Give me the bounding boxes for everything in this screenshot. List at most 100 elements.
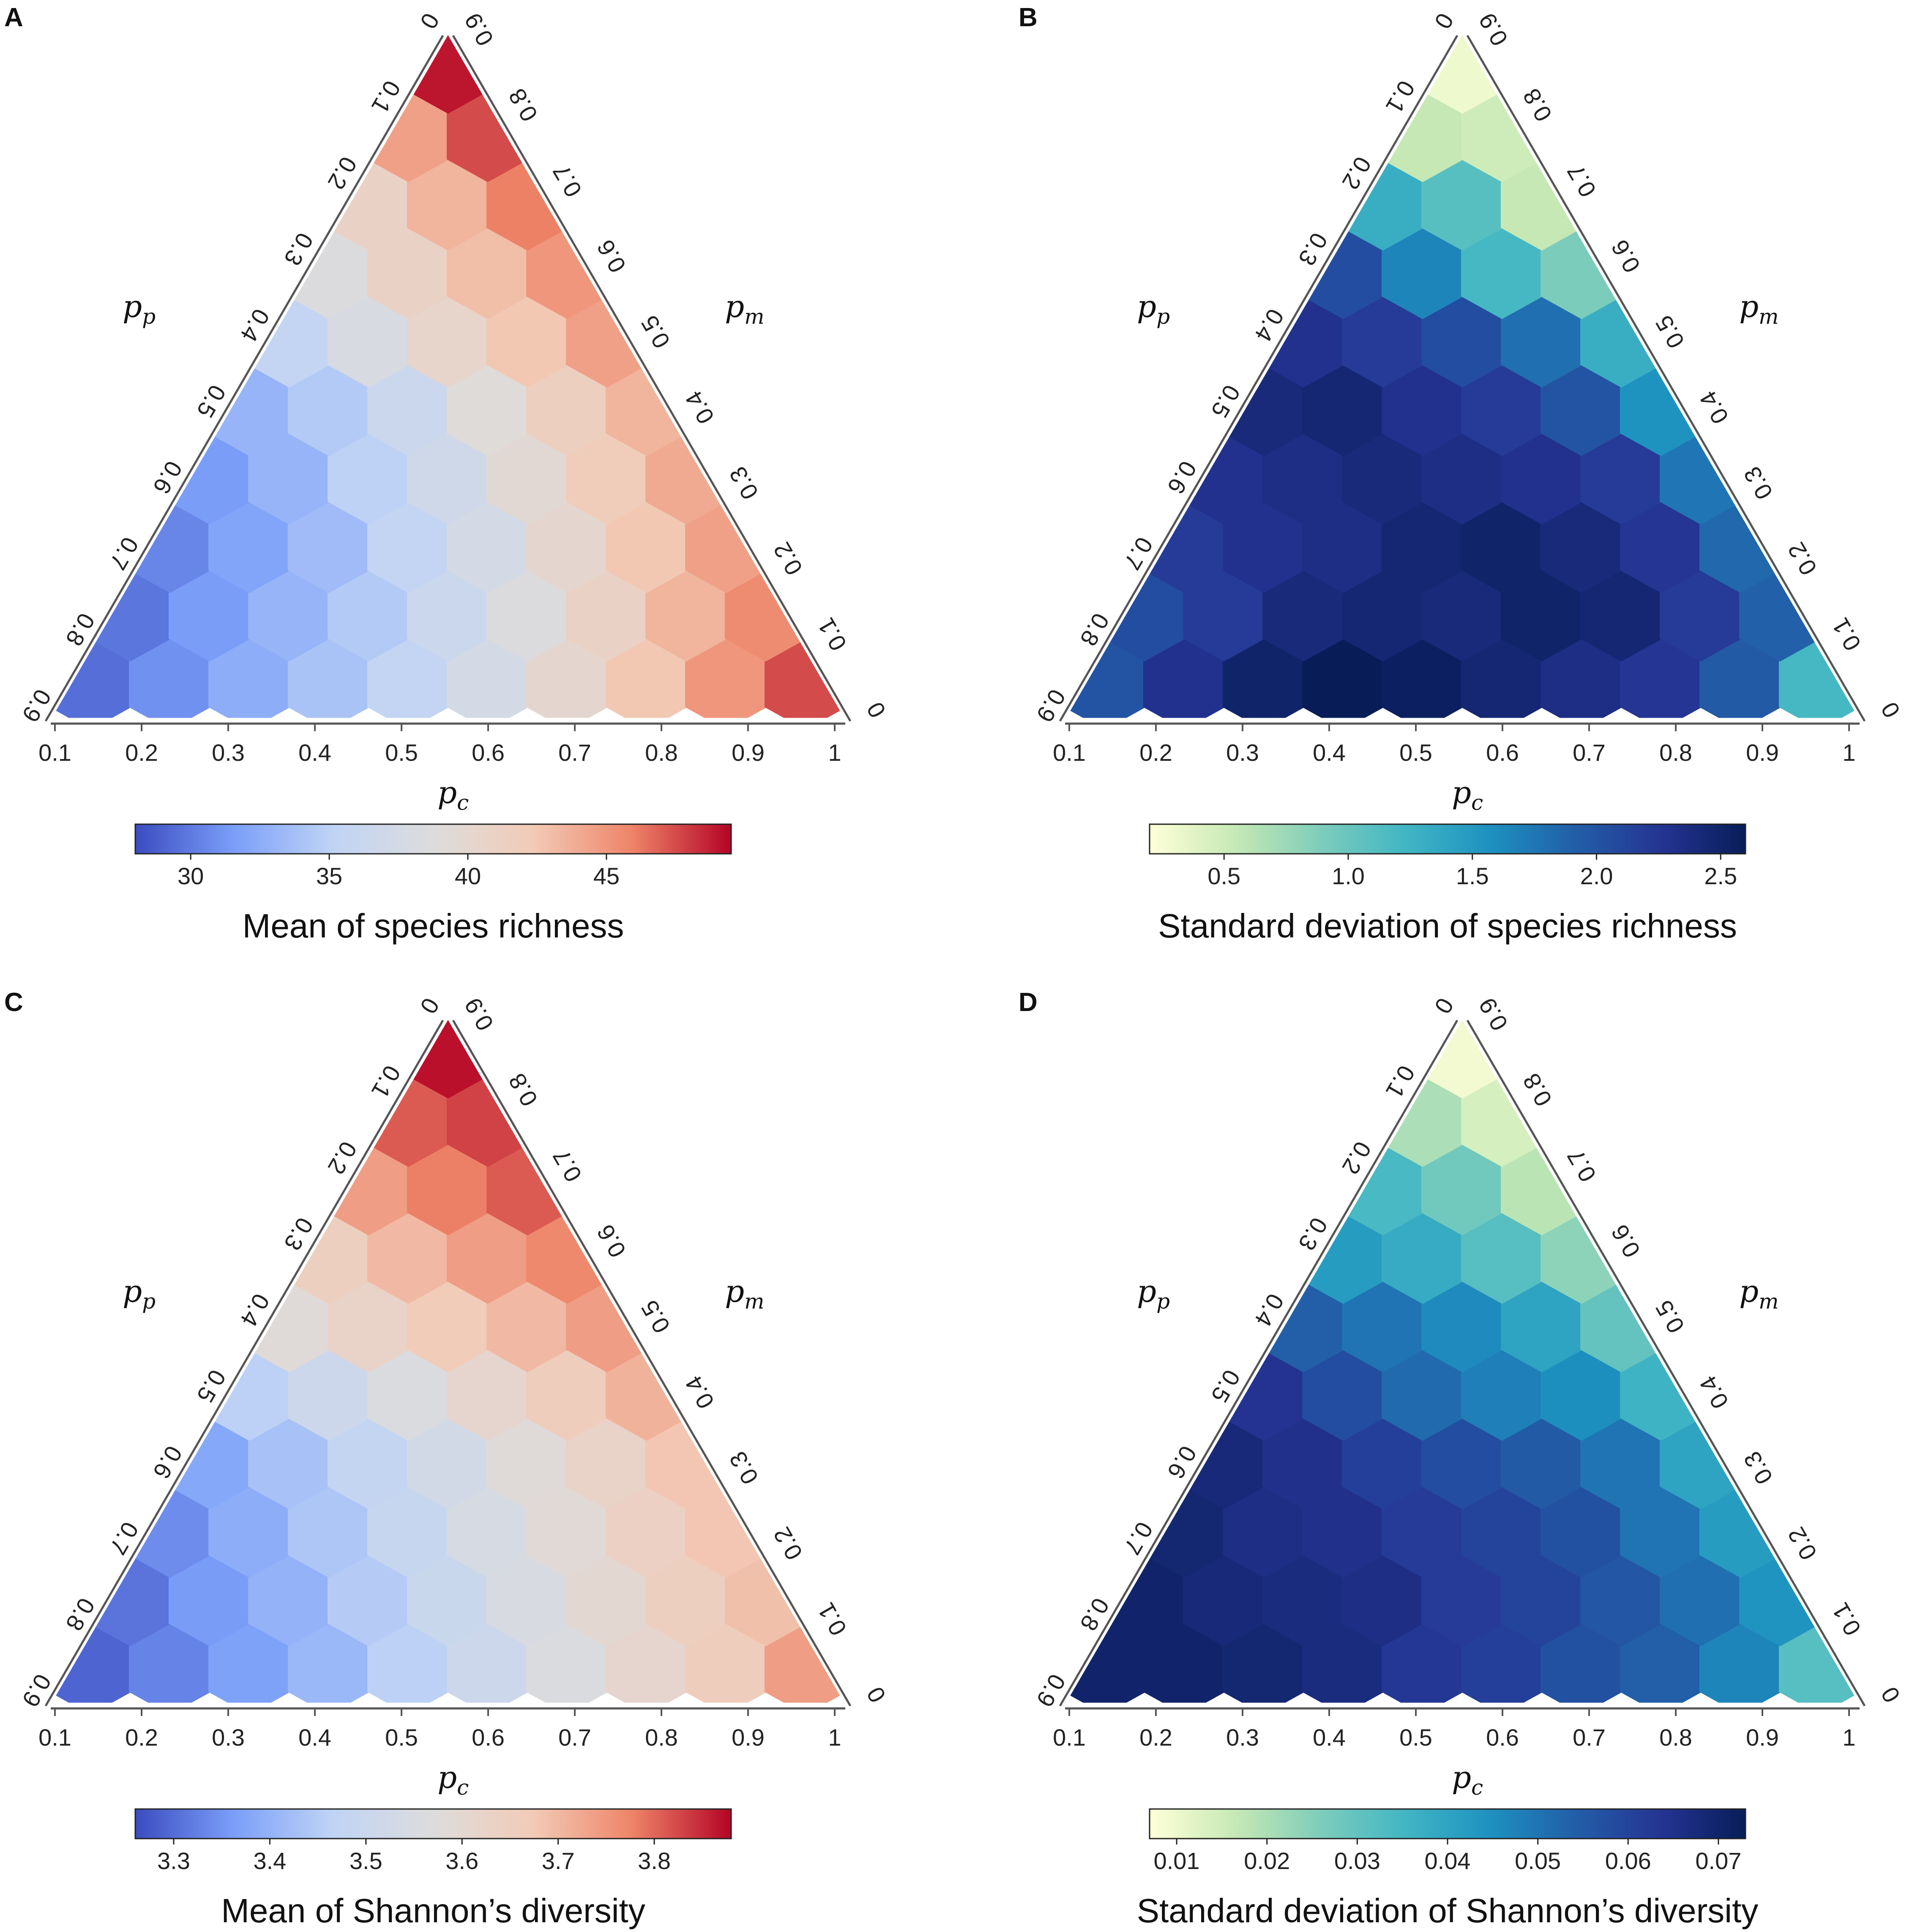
bottom-tick-label: 0.6 — [472, 739, 505, 766]
colorbar-tick-label: 35 — [316, 863, 342, 889]
chart-title: Standard deviation of Shannon’s diversit… — [1137, 1892, 1759, 1929]
bottom-tick-label: 0.7 — [558, 739, 591, 766]
chart-title: Mean of Shannon’s diversity — [221, 1892, 645, 1929]
panel-b: 0.1 0.2 0.3 0.4 0.5 0.6 0.7 0.8 0.9 10.90.80.70.6… — [1019, 3, 1905, 945]
colorbar-tick-label: 3.3 — [157, 1847, 190, 1874]
right-tick-label: 0.4 — [1694, 1372, 1734, 1413]
right-tick-label: 0.7 — [1562, 160, 1601, 202]
colorbar-tick-label: 0.03 — [1334, 1847, 1380, 1874]
colorbar-tick-label: 3.7 — [542, 1847, 575, 1874]
hex-cells — [1065, 1019, 1860, 1703]
right-tick-label: 0.8 — [503, 1069, 543, 1111]
right-tick-label: 0.5 — [636, 311, 675, 353]
left-tick-label: 0.2 — [1337, 152, 1376, 194]
left-tick-label: 0.9 — [17, 685, 56, 727]
left-axis-line — [1059, 35, 1459, 722]
left-tick-label: 0.2 — [322, 152, 362, 194]
left-axis-title-main: p — [1137, 289, 1156, 324]
bottom-tick-label: 0.9 — [732, 739, 765, 766]
right-tick-label: 0.3 — [724, 462, 763, 504]
panel-letter: A — [4, 3, 23, 32]
bottom-tick-label: 0.7 — [1573, 739, 1606, 766]
right-tick-label: 0.5 — [636, 1296, 675, 1338]
bottom-tick-label: 0.1 — [1053, 1724, 1086, 1751]
bottom-tick-label: 0.5 — [385, 1724, 418, 1751]
left-tick-label: 0.9 — [1031, 685, 1071, 727]
left-axis-title-main: p — [123, 1273, 142, 1309]
left-axis-title-main: p — [123, 289, 142, 324]
left-tick-label: 0.2 — [1337, 1137, 1376, 1179]
panel-letter: C — [4, 988, 23, 1017]
panel-letter: D — [1019, 988, 1038, 1017]
left-tick-label: 0.4 — [1250, 1289, 1289, 1331]
left-tick-label: 0 — [415, 9, 445, 33]
right-tick-label: 0 — [861, 1683, 891, 1707]
bottom-tick-label: 0.4 — [298, 1724, 331, 1751]
right-tick-label: 0.3 — [1738, 1447, 1778, 1489]
left-tick-label: 0.5 — [191, 1365, 231, 1407]
bottom-tick-label: 1 — [828, 1724, 841, 1751]
bottom-tick-label: 0.7 — [558, 1724, 591, 1751]
right-tick-label: 0.3 — [724, 1447, 763, 1489]
left-axis-title-sub: p — [142, 1289, 156, 1314]
bottom-axis-title-main: p — [1452, 1760, 1471, 1795]
right-axis-title-main: p — [1739, 289, 1759, 324]
right-tick-label: 0.9 — [1473, 993, 1513, 1035]
triangle-outline — [49, 33, 847, 719]
bottom-tick-label: 0.8 — [1659, 739, 1692, 766]
colorbar — [134, 1808, 732, 1839]
bottom-axis-title: pc — [1452, 1760, 1483, 1800]
colorbar-tick-label: 1.5 — [1456, 863, 1489, 889]
bottom-tick-label: 0.8 — [645, 739, 678, 766]
right-axis-title-main: p — [725, 289, 744, 324]
bottom-axis-title-sub: c — [1471, 1775, 1483, 1800]
colorbar-tick-label: 1.0 — [1332, 863, 1365, 889]
right-tick-label: 0.9 — [1473, 8, 1513, 50]
bottom-tick-label: 0.1 — [38, 1724, 71, 1751]
colorbar-tick-label: 0.07 — [1695, 1847, 1741, 1874]
bottom-tick-label: 0.6 — [1486, 739, 1519, 766]
bottom-axis-title-sub: c — [457, 790, 469, 815]
bottom-tick-label: 0.9 — [732, 1724, 765, 1751]
bottom-tick-label: 0.3 — [1226, 739, 1259, 766]
bottom-tick-label: 0.2 — [125, 739, 158, 766]
bottom-tick-label: 0.4 — [1313, 739, 1346, 766]
bottom-tick-label: 0.7 — [1573, 1724, 1606, 1751]
colorbar-tick-label: 3.6 — [445, 1847, 478, 1874]
right-tick-label: 0.6 — [592, 235, 631, 277]
right-tick-label: 0.8 — [503, 84, 543, 126]
right-tick-label: 0.1 — [1827, 1598, 1866, 1640]
left-axis-title: pp — [1137, 1273, 1170, 1314]
colorbar-tick-label: 0.01 — [1154, 1847, 1200, 1874]
chart-title: Mean of species richness — [243, 907, 624, 945]
right-axis-title-main: p — [725, 1273, 744, 1309]
colorbar-tick-label: 30 — [178, 863, 204, 889]
bottom-axis-title-sub: c — [457, 1775, 469, 1800]
bottom-tick-label: 0.3 — [1226, 1724, 1259, 1751]
left-axis-line — [44, 35, 444, 722]
bottom-axis-title-main: p — [1452, 775, 1471, 810]
left-tick-label: 0.5 — [191, 380, 231, 422]
colorbar-tick-label: 40 — [455, 863, 481, 889]
chart-title: Standard deviation of species richness — [1158, 907, 1737, 945]
colorbar-tick-label: 3.5 — [350, 1847, 382, 1874]
hex-cells — [51, 1019, 845, 1703]
left-tick-label: 0.9 — [1031, 1670, 1071, 1711]
bottom-axis-title: pc — [437, 1760, 469, 1800]
right-tick-label: 0.5 — [1650, 311, 1689, 353]
hex-cells — [1065, 34, 1860, 719]
left-tick-label: 0.4 — [235, 304, 275, 346]
triangle-outline — [49, 1017, 847, 1704]
left-axis-line — [1059, 1019, 1459, 1707]
colorbar-tick-label: 0.02 — [1244, 1847, 1290, 1874]
right-tick-label: 0.1 — [1827, 613, 1866, 655]
right-axis-title: pm — [725, 1273, 765, 1314]
colorbar-tick-label: 3.8 — [638, 1847, 671, 1874]
colorbar — [1149, 1808, 1746, 1839]
bottom-tick-label: 0.4 — [298, 739, 331, 766]
right-tick-label: 0.2 — [1782, 538, 1822, 580]
right-tick-label: 0.3 — [1738, 462, 1778, 504]
right-axis-title-main: p — [1739, 1273, 1759, 1309]
right-tick-label: 0.2 — [768, 538, 807, 580]
